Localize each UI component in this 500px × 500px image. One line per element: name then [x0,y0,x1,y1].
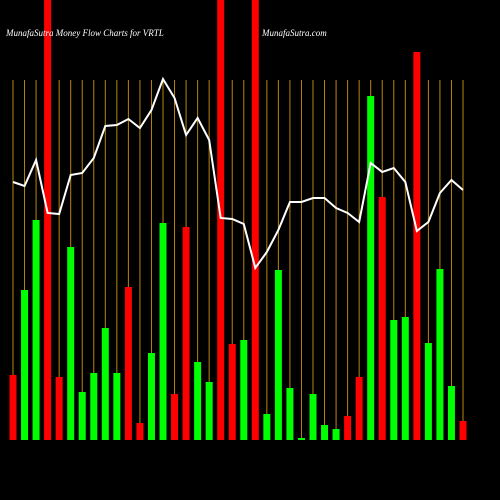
bar [182,227,190,440]
bar [194,362,202,440]
bar [297,438,305,440]
bar [228,344,236,440]
bar [217,0,225,440]
bar [309,394,317,440]
bar [21,290,29,440]
bar [9,375,17,440]
bar [171,394,179,440]
bar [136,423,144,440]
bar [355,377,363,440]
bar [401,317,409,440]
bar [101,328,109,440]
bar [124,287,132,440]
bar [147,353,155,440]
bar [332,429,340,440]
bar [447,386,455,440]
bar [32,220,40,440]
bar [159,223,167,440]
bar [67,247,75,440]
line-layer [12,76,464,271]
bar [459,421,467,440]
bar [44,0,52,440]
chart-title: MunafaSutra Money Flow Charts for VRTL [5,28,164,38]
bar [413,52,421,440]
chart-subtitle: MunafaSutra.com [261,28,327,38]
bar [367,96,375,440]
bar [113,373,121,440]
bar [55,377,63,440]
bar [436,269,444,440]
bar [90,373,98,440]
bar [274,270,282,440]
bar [263,414,271,440]
bar [286,388,294,440]
bar [424,343,432,440]
money-flow-line [12,76,464,271]
bar [390,320,398,440]
bars [9,0,467,440]
bar [321,425,329,440]
bar [378,197,386,440]
bar [240,340,248,440]
bar [251,0,259,440]
bar [344,416,352,440]
bar [205,382,213,440]
bar [78,392,86,440]
